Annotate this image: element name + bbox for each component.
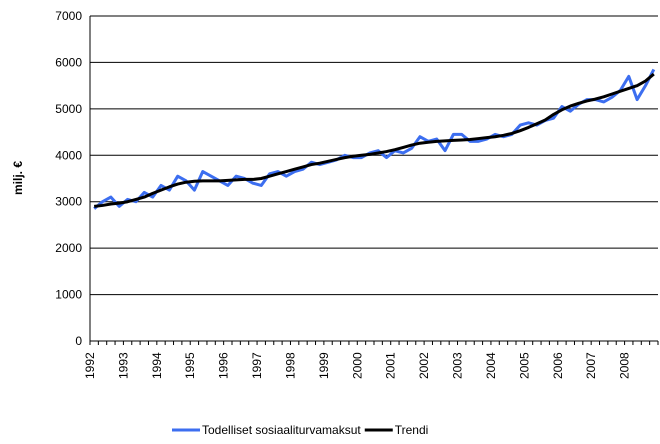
y-tick-label: 4000 (55, 148, 82, 162)
x-tick-label: 1999 (317, 352, 331, 379)
x-tick-label: 1992 (83, 352, 97, 379)
y-tick-label: 3000 (55, 195, 82, 209)
x-tick-label: 1993 (116, 352, 130, 379)
x-tick-label: 2000 (350, 352, 364, 379)
x-tick-label: 2003 (451, 352, 465, 379)
y-axis-label: milj. € (11, 161, 25, 195)
x-tick-label: 2001 (384, 352, 398, 379)
x-tick-label: 1994 (150, 352, 164, 379)
y-tick-label: 0 (75, 334, 82, 348)
y-tick-label: 5000 (55, 102, 82, 116)
legend-label: Todelliset sosiaaliturvamaksut (202, 423, 361, 437)
y-tick-label: 2000 (55, 241, 82, 255)
y-tick-label: 6000 (55, 55, 82, 69)
x-tick-label: 2004 (484, 352, 498, 379)
x-tick-label: 1997 (250, 352, 264, 379)
y-tick-label: 1000 (55, 288, 82, 302)
x-tick-label: 1995 (183, 352, 197, 379)
y-tick-label: 7000 (55, 9, 82, 23)
x-tick-label: 1996 (217, 352, 231, 379)
x-tick-label: 2002 (417, 352, 431, 379)
x-tick-label: 2007 (584, 352, 598, 379)
x-tick-label: 2005 (517, 352, 531, 379)
legend-label: Trendi (395, 423, 429, 437)
x-tick-label: 1998 (283, 352, 297, 379)
x-tick-label: 2008 (618, 352, 632, 379)
line (93, 68, 656, 210)
x-tick-label: 2006 (551, 352, 565, 379)
line (94, 72, 655, 208)
